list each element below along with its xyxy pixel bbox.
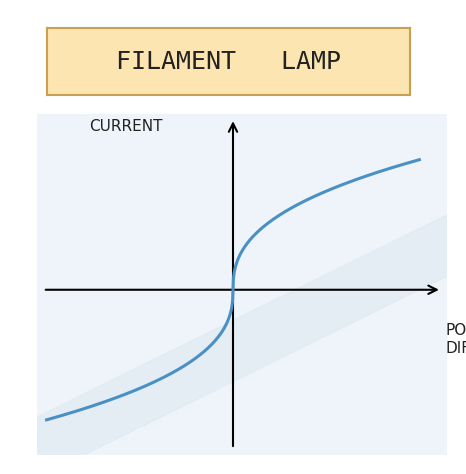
Text: POTENTIAL
DIFFERENCE: POTENTIAL DIFFERENCE: [445, 323, 466, 356]
Polygon shape: [0, 182, 466, 474]
Text: CURRENT: CURRENT: [89, 118, 162, 134]
Text: FILAMENT   LAMP: FILAMENT LAMP: [116, 50, 341, 73]
